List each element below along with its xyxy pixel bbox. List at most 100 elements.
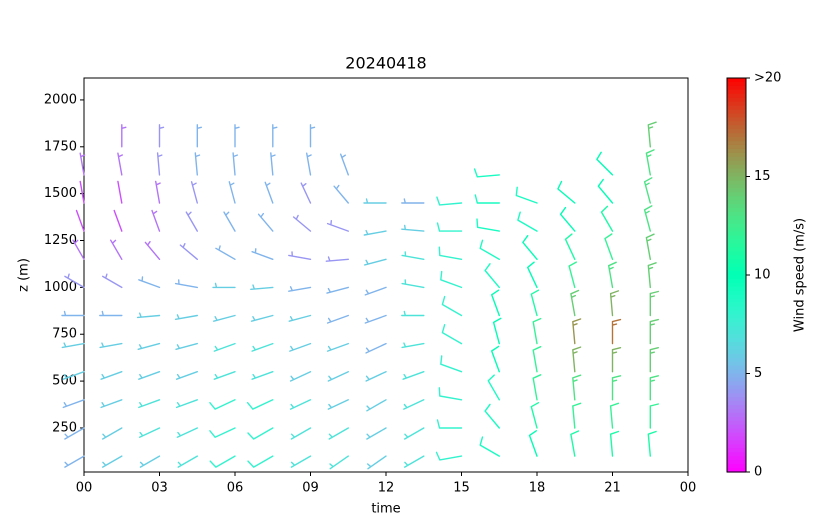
colorbar-segment: [727, 137, 746, 142]
wind-barb: [440, 270, 463, 289]
wind-barb: [247, 455, 274, 468]
colorbar-segment: [727, 365, 746, 371]
colorbar-segment: [727, 282, 746, 288]
wind-barb: [570, 430, 580, 457]
wind-barb: [365, 342, 387, 354]
colorbar-segment: [727, 164, 746, 170]
colorbar-segment: [727, 259, 746, 264]
wind-barb: [139, 455, 161, 468]
wind-barb: [403, 399, 425, 410]
wind-barb: [300, 182, 312, 204]
colorbar-segment: [727, 464, 746, 469]
colorbar-segment: [727, 219, 746, 225]
x-tick-label: 03: [151, 481, 168, 496]
wind-barb: [61, 310, 85, 317]
wind-barb: [196, 124, 202, 148]
colorbar-segment: [727, 235, 746, 241]
wind-barb: [532, 317, 542, 345]
wind-barb: [247, 427, 274, 440]
wind-barb: [441, 295, 463, 317]
colorbar-segment: [727, 129, 746, 134]
wind-barb: [609, 430, 620, 457]
wind-barb: [604, 233, 614, 260]
colorbar-segment: [727, 306, 746, 312]
y-axis-label: z (m): [17, 258, 32, 292]
colorbar-segment: [727, 275, 746, 280]
colorbar-segment: [727, 428, 746, 434]
wind-barb: [564, 233, 576, 260]
x-tick-label: 00: [76, 481, 93, 496]
wind-barb: [264, 181, 274, 204]
colorbar-segment: [727, 271, 746, 276]
wind-barb: [289, 342, 312, 352]
colorbar-segment: [727, 373, 746, 379]
wind-barb: [608, 261, 617, 289]
colorbar-segment: [727, 101, 746, 107]
y-tick-label: 1000: [44, 280, 77, 295]
wind-barb: [364, 286, 387, 296]
wind-barb: [100, 371, 123, 380]
wind-barb: [175, 342, 198, 350]
wind-barb: [289, 399, 312, 410]
colorbar-segment: [727, 393, 746, 398]
colorbar-segment: [727, 408, 746, 414]
colorbar-segment: [727, 432, 746, 438]
wind-barb: [190, 181, 198, 204]
wind-barb: [597, 178, 614, 204]
wind-barb: [228, 181, 236, 204]
colorbar-segment: [727, 168, 746, 174]
wind-barb: [144, 241, 161, 260]
colorbar-segment: [727, 211, 746, 217]
wind-barb: [329, 455, 349, 470]
wind-barb: [174, 314, 198, 320]
wind-barb: [158, 124, 165, 148]
wind-barb: [174, 279, 198, 289]
wind-barb: [532, 346, 542, 373]
wind-barb: [440, 355, 463, 373]
x-tick-label: 15: [453, 481, 470, 496]
colorbar-segment: [727, 353, 746, 359]
wind-barb: [272, 124, 278, 148]
chart-title: 20240418: [345, 54, 426, 73]
colorbar-segment: [727, 468, 746, 473]
wind-barb: [72, 239, 85, 260]
colorbar-segment: [727, 109, 746, 115]
wind-barb: [473, 168, 500, 178]
wind-barb: [327, 399, 349, 410]
wind-barb: [401, 198, 425, 204]
wind-barb: [209, 455, 236, 468]
wind-barb: [649, 318, 659, 345]
wind-barb: [484, 263, 500, 289]
wind-barb: [209, 427, 236, 438]
colorbar-segment: [727, 330, 746, 335]
wind-barb: [527, 261, 538, 289]
wind-barb: [517, 211, 538, 232]
wind-barb: [138, 371, 161, 380]
wind-barb: [645, 233, 655, 260]
wind-barb: [270, 152, 276, 176]
colorbar-segment: [727, 412, 746, 418]
wind-barb: [179, 243, 198, 260]
colorbar-segment: [727, 357, 746, 363]
wind-barb: [64, 427, 85, 440]
colorbar-tick-label: 5: [754, 366, 762, 381]
colorbar-segment: [727, 302, 746, 308]
x-axis-label: time: [371, 502, 400, 517]
colorbar-segment: [727, 255, 746, 260]
colorbar-segment: [727, 215, 746, 221]
wind-barb: [484, 403, 500, 429]
colorbar-segment: [727, 349, 746, 355]
colorbar-segment: [727, 310, 746, 315]
wind-barb: [436, 196, 463, 206]
wind-barb: [289, 371, 312, 382]
colorbar-segment: [727, 377, 746, 382]
wind-barb: [250, 314, 274, 322]
wind-barb: [306, 152, 312, 176]
wind-barb: [62, 371, 85, 380]
colorbar-tick-label: >20: [754, 71, 781, 86]
wind-barb: [401, 310, 425, 317]
wind-barb: [600, 205, 614, 232]
colorbar-segment: [727, 452, 746, 457]
wind-barb: [568, 261, 577, 289]
